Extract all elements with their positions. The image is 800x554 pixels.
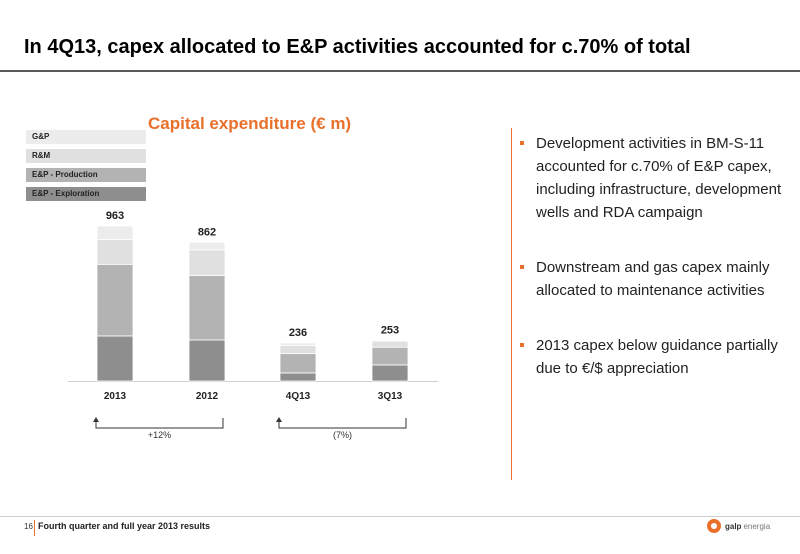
bar-segment-series-gp [188, 241, 226, 251]
footer-text: Fourth quarter and full year 2013 result… [38, 521, 211, 531]
bar-segment-series-ep-exploration [188, 339, 226, 382]
category-label: 2012 [196, 391, 219, 402]
logo-text-light: energia [743, 521, 771, 531]
slide-title: In 4Q13, capex allocated to E&P activiti… [24, 36, 691, 58]
footer-rule [0, 516, 800, 517]
logo-text-bold: galp [725, 521, 742, 531]
legend-item-rm: R&M [26, 149, 146, 163]
comparison-bracket [278, 418, 407, 429]
bar-segment-series-gp [96, 225, 134, 240]
comparison-bracket [95, 418, 224, 429]
bullet-marker-icon [520, 343, 524, 347]
total-label: 963 [106, 210, 124, 222]
category-label: 2013 [104, 391, 127, 402]
company-logo: galp energia [707, 519, 770, 533]
vertical-divider [511, 128, 512, 480]
bar-segment-series-ep-production [188, 275, 226, 341]
bar-segment-series-ep-exploration [96, 335, 134, 382]
legend-item-gp: G&P [26, 130, 146, 144]
total-label: 862 [198, 226, 216, 238]
bar-segment-series-rm [371, 340, 409, 348]
bullet-text: Downstream and gas capex mainly allocate… [536, 259, 770, 299]
comparison-label: (7%) [333, 430, 352, 440]
page-number: 16 [24, 522, 33, 531]
arrow-up-icon [276, 417, 282, 422]
bar-segment-series-rm [188, 249, 226, 276]
galp-logo-icon [707, 519, 721, 533]
bullet-item: Downstream and gas capex mainly allocate… [520, 256, 782, 302]
legend-item-ep-production: E&P - Production [26, 168, 146, 182]
category-label: 3Q13 [378, 391, 403, 402]
bullet-item: 2013 capex below guidance partially due … [520, 334, 782, 380]
bullet-list: Development activities in BM-S-11 accoun… [520, 132, 782, 412]
bar-segment-series-ep-exploration [371, 364, 409, 382]
bar-segment-series-rm [279, 345, 317, 355]
bar-segment-series-gp [279, 342, 317, 346]
legend-item-ep-exploration: E&P - Exploration [26, 187, 146, 201]
title-rule [0, 70, 800, 72]
bullet-item: Development activities in BM-S-11 accoun… [520, 132, 782, 224]
bar-segment-series-ep-production [96, 263, 134, 337]
bullet-marker-icon [520, 141, 524, 145]
bar-segment-series-gp [371, 339, 409, 342]
bullet-text: 2013 capex below guidance partially due … [536, 337, 778, 377]
total-label: 236 [289, 327, 307, 339]
bar-segment-series-ep-exploration [279, 372, 317, 382]
category-label: 4Q13 [286, 391, 311, 402]
bar-segment-series-ep-production [371, 346, 409, 366]
chart-legend: G&P R&M E&P - Production E&P - Explorati… [26, 130, 146, 206]
comparison-label: +12% [148, 430, 171, 440]
total-label: 253 [381, 324, 399, 336]
bullet-text: Development activities in BM-S-11 accoun… [536, 135, 782, 221]
arrow-up-icon [93, 417, 99, 422]
bar-segment-series-ep-production [279, 353, 317, 374]
page-separator [34, 520, 35, 536]
bullet-marker-icon [520, 265, 524, 269]
chart-title: Capital expenditure (€ m) [148, 114, 352, 133]
bar-segment-series-rm [96, 238, 134, 265]
